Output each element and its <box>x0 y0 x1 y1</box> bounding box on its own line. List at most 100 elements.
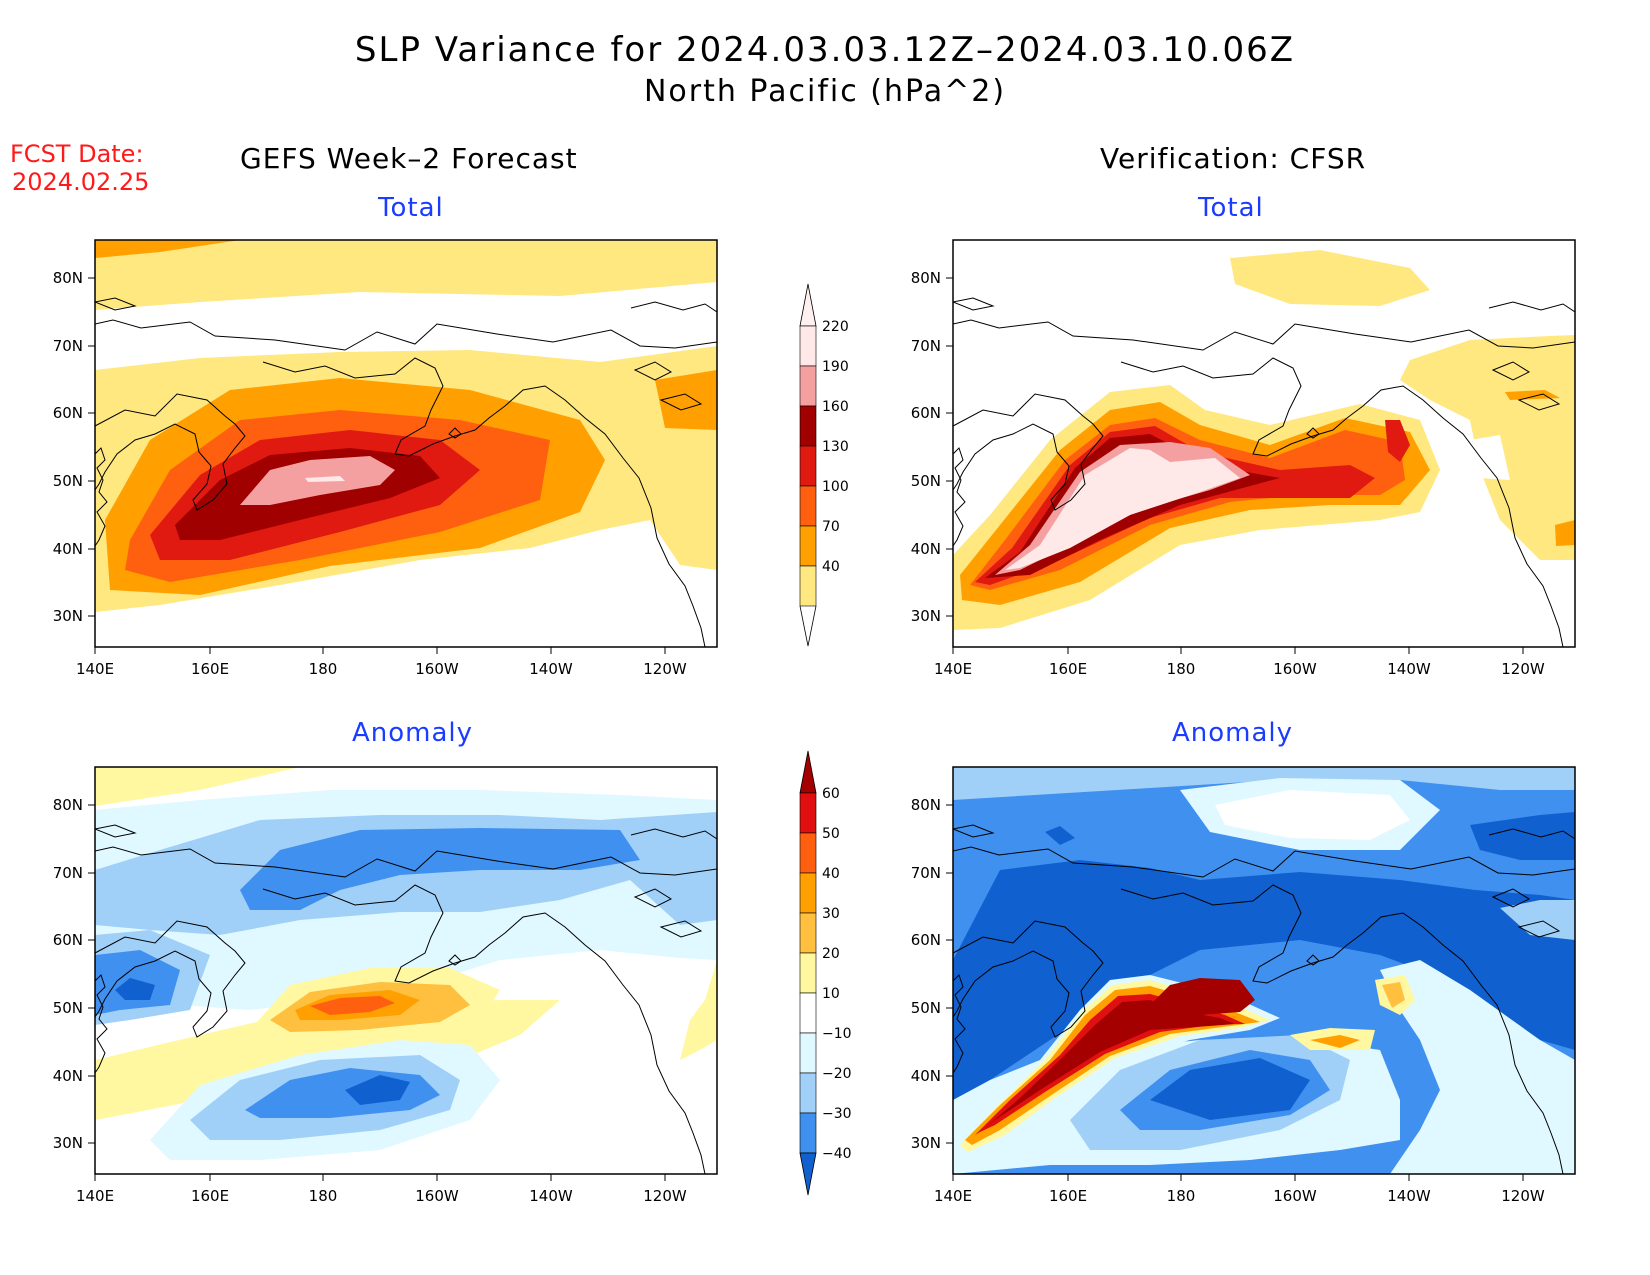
anomaly-colorbar-label: −10 <box>822 1026 852 1042</box>
anomaly-colorbar: 60 50 40 30 20 10 −10 −20 −30 −40 <box>799 750 852 1196</box>
anomaly-colorbar-label: 40 <box>822 866 840 882</box>
lon-tick-label: 140E <box>76 1187 114 1205</box>
lon-tick-label: 140W <box>1387 660 1431 678</box>
total-colorbar-swatch <box>799 445 817 487</box>
anomaly-colorbar-bottom-extension <box>799 1152 817 1196</box>
anomaly-colorbar-label: −40 <box>822 1146 852 1162</box>
forecast-anomaly-map <box>95 767 717 1174</box>
lon-tick-label: 120W <box>1501 660 1545 678</box>
lon-tick-label: 180 <box>309 1187 338 1205</box>
forecast-anomaly-title: Anomaly <box>352 718 474 748</box>
lon-tick-label: 140W <box>1387 1187 1431 1205</box>
total-colorbar-swatch <box>799 485 817 527</box>
anomaly-colorbar-label: 60 <box>822 786 840 802</box>
figure-title: SLP Variance for 2024.03.03.12Z–2024.03.… <box>354 30 1296 70</box>
verification-anomaly-map <box>953 767 1575 1174</box>
forecast-total-title: Total <box>378 193 444 223</box>
lon-tick-label: 180 <box>309 660 338 678</box>
lat-tick-label: 30N <box>53 1134 83 1152</box>
lon-tick-label: 140W <box>529 1187 573 1205</box>
total-colorbar-label: 220 <box>822 319 849 335</box>
lat-tick-label: 80N <box>911 796 941 814</box>
lon-tick-label: 140E <box>76 660 114 678</box>
verification-total-map <box>953 240 1575 647</box>
lon-tick-label: 160W <box>1273 1187 1317 1205</box>
verification-total-title: Total <box>1198 193 1264 223</box>
lat-tick-label: 40N <box>53 1067 83 1085</box>
lon-tick-label: 160E <box>191 660 229 678</box>
lat-tick-label: 30N <box>53 607 83 625</box>
total-colorbar-bottom-extension <box>799 605 817 647</box>
anomaly-colorbar-label: 10 <box>822 986 840 1002</box>
figure-subtitle: North Pacific (hPa^2) <box>643 74 1007 109</box>
anomaly-colorbar-swatch <box>799 872 817 914</box>
forecast-column-title: GEFS Week–2 Forecast <box>240 142 578 175</box>
verification-column-title: Verification: CFSR <box>1100 142 1367 175</box>
lat-tick-label: 60N <box>53 404 83 422</box>
anomaly-colorbar-swatch <box>799 792 817 834</box>
total-colorbar-swatch <box>799 405 817 447</box>
lat-tick-label: 50N <box>911 999 941 1017</box>
lon-tick-label: 120W <box>1501 1187 1545 1205</box>
lon-tick-label: 160W <box>415 660 459 678</box>
fcst-date-value: 2024.02.25 <box>12 168 150 196</box>
anomaly-colorbar-label: −20 <box>822 1066 852 1082</box>
lon-tick-label: 180 <box>1167 660 1196 678</box>
lat-tick-label: 50N <box>53 999 83 1017</box>
lon-tick-label: 180 <box>1167 1187 1196 1205</box>
lat-tick-label: 80N <box>53 269 83 287</box>
lat-tick-label: 80N <box>911 269 941 287</box>
anomaly-colorbar-top-extension <box>799 750 817 794</box>
lon-tick-label: 160E <box>1049 1187 1087 1205</box>
fcst-date-label: FCST Date: <box>10 140 144 168</box>
anomaly-colorbar-label: 50 <box>822 826 840 842</box>
lon-tick-label: 120W <box>643 660 687 678</box>
anomaly-colorbar-label: −30 <box>822 1106 852 1122</box>
lat-tick-label: 80N <box>53 796 83 814</box>
lat-tick-label: 40N <box>53 540 83 558</box>
lat-tick-label: 50N <box>911 472 941 490</box>
anomaly-colorbar-swatch <box>799 1072 817 1114</box>
lon-tick-label: 160E <box>191 1187 229 1205</box>
lat-tick-label: 30N <box>911 607 941 625</box>
lat-tick-label: 60N <box>911 931 941 949</box>
anomaly-colorbar-swatch <box>799 912 817 954</box>
total-colorbar-swatch <box>799 325 817 367</box>
total-colorbar-swatch <box>799 525 817 567</box>
lon-tick-label: 160E <box>1049 660 1087 678</box>
anomaly-colorbar-swatch <box>799 1112 817 1154</box>
forecast-total-map <box>95 240 717 647</box>
anomaly-colorbar-label: 30 <box>822 906 840 922</box>
lat-tick-label: 70N <box>911 864 941 882</box>
total-colorbar-label: 160 <box>822 399 849 415</box>
lat-tick-label: 30N <box>911 1134 941 1152</box>
total-colorbar-label: 190 <box>822 359 849 375</box>
anomaly-colorbar-swatch <box>799 992 817 1034</box>
lat-tick-label: 70N <box>911 337 941 355</box>
verification-anomaly-title: Anomaly <box>1172 718 1294 748</box>
total-colorbar-label: 40 <box>822 559 840 575</box>
lon-tick-label: 160W <box>415 1187 459 1205</box>
lon-tick-label: 140W <box>529 660 573 678</box>
total-colorbar-label: 100 <box>822 479 849 495</box>
lat-tick-label: 60N <box>911 404 941 422</box>
lat-tick-label: 70N <box>53 337 83 355</box>
lat-tick-label: 70N <box>53 864 83 882</box>
total-colorbar-top-extension <box>799 283 817 327</box>
total-colorbar-swatch <box>799 365 817 407</box>
axes-layer: 140E 160E 180 160W 140W 120W 80N 70N 60N 50N 40N 30… <box>53 269 1545 1205</box>
lat-tick-label: 60N <box>53 931 83 949</box>
lon-tick-label: 120W <box>643 1187 687 1205</box>
lat-tick-label: 40N <box>911 1067 941 1085</box>
total-colorbar-swatch <box>799 565 817 607</box>
lon-tick-label: 140E <box>934 660 972 678</box>
anomaly-colorbar-swatch <box>799 832 817 874</box>
lon-tick-label: 140E <box>934 1187 972 1205</box>
lat-tick-label: 40N <box>911 540 941 558</box>
total-colorbar: 220 190 160 130 100 70 40 <box>799 283 849 647</box>
lat-tick-label: 50N <box>53 472 83 490</box>
anomaly-colorbar-label: 20 <box>822 946 840 962</box>
lon-tick-label: 160W <box>1273 660 1317 678</box>
anomaly-colorbar-swatch <box>799 1032 817 1074</box>
